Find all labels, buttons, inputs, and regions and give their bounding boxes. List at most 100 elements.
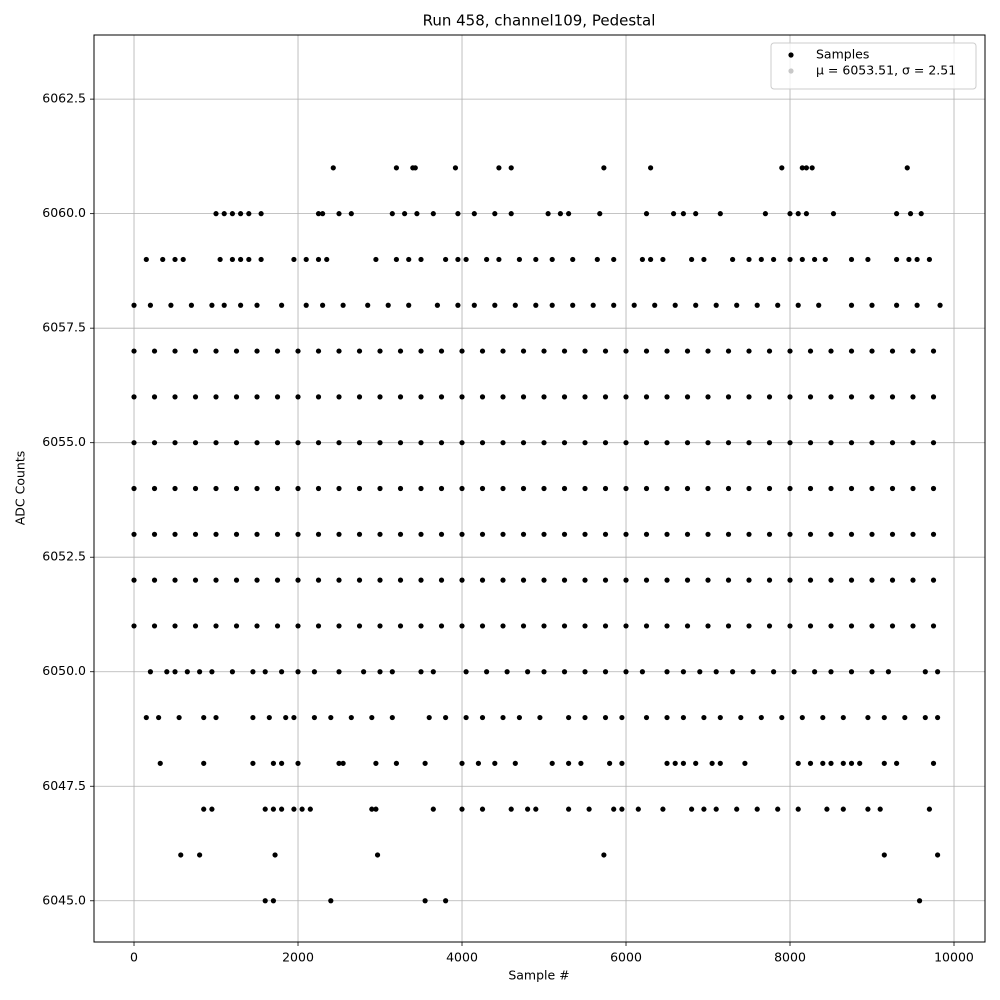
data-point — [730, 256, 736, 263]
data-point — [311, 669, 318, 675]
data-point — [258, 256, 264, 263]
data-point — [643, 531, 650, 537]
data-point — [840, 806, 846, 812]
data-point — [274, 577, 281, 583]
data-point — [670, 211, 677, 217]
data-point — [894, 302, 900, 308]
data-point — [623, 531, 629, 537]
x-tick-label: 0 — [130, 950, 138, 965]
data-point — [582, 485, 588, 492]
data-point — [192, 531, 199, 537]
data-point — [438, 485, 445, 492]
data-point — [779, 714, 785, 721]
data-point — [910, 577, 916, 583]
data-point — [315, 485, 322, 492]
data-point — [746, 485, 752, 492]
data-point — [463, 714, 469, 721]
data-point — [250, 669, 256, 675]
data-point — [500, 714, 506, 721]
data-point — [701, 806, 707, 812]
data-point — [279, 760, 285, 766]
data-point — [922, 714, 928, 721]
data-point — [418, 669, 424, 675]
data-point — [705, 623, 711, 629]
data-point — [746, 623, 752, 629]
data-point — [828, 440, 834, 446]
data-point — [717, 760, 723, 766]
data-point — [693, 760, 699, 766]
data-point — [151, 485, 158, 492]
data-point — [848, 394, 855, 400]
data-point — [213, 348, 219, 354]
data-point — [178, 852, 184, 858]
data-point — [307, 806, 313, 812]
data-point — [930, 531, 937, 537]
data-point — [295, 440, 301, 446]
data-point — [930, 485, 937, 492]
data-point — [525, 806, 531, 812]
data-point — [701, 714, 707, 721]
data-point — [377, 394, 383, 400]
data-point — [197, 669, 203, 675]
data-point — [561, 531, 568, 537]
data-point — [725, 577, 732, 583]
data-point — [418, 531, 424, 537]
data-point — [869, 623, 875, 629]
data-point — [172, 577, 178, 583]
data-point — [824, 806, 830, 812]
data-point — [500, 440, 506, 446]
data-point — [607, 760, 613, 766]
data-point — [601, 852, 607, 858]
data-point — [799, 714, 805, 721]
data-point — [672, 302, 678, 308]
data-point — [266, 714, 272, 721]
data-point — [602, 623, 609, 629]
data-point — [377, 485, 383, 492]
data-point — [254, 577, 260, 583]
data-point — [725, 348, 732, 354]
data-point — [910, 531, 916, 537]
y-tick-label: 6047.5 — [42, 778, 86, 793]
data-point — [254, 623, 260, 629]
data-point — [848, 760, 855, 766]
data-point — [131, 302, 137, 308]
data-point — [180, 256, 186, 263]
data-point — [705, 394, 711, 400]
data-point — [881, 760, 887, 766]
data-point — [935, 852, 941, 858]
data-point — [566, 806, 572, 812]
data-point — [533, 302, 539, 308]
data-point — [270, 760, 277, 766]
data-point — [229, 211, 236, 217]
data-point — [295, 531, 301, 537]
data-point — [602, 531, 609, 537]
y-tick-label: 6057.5 — [42, 320, 86, 335]
data-point — [348, 714, 354, 721]
data-point — [812, 669, 818, 675]
y-tick-label: 6062.5 — [42, 91, 86, 106]
data-point — [713, 669, 719, 675]
data-point — [295, 623, 301, 629]
data-point — [160, 256, 166, 263]
data-point — [549, 760, 555, 766]
data-point — [664, 440, 670, 446]
data-point — [471, 211, 477, 217]
data-point — [213, 623, 219, 629]
data-point — [254, 394, 260, 400]
data-point — [262, 669, 268, 675]
data-point — [705, 531, 711, 537]
data-point — [795, 806, 801, 812]
data-point — [455, 302, 461, 308]
data-point — [291, 256, 297, 263]
data-point — [192, 577, 199, 583]
data-point — [459, 577, 465, 583]
data-point — [520, 531, 527, 537]
data-point — [340, 302, 346, 308]
data-point — [828, 760, 834, 766]
data-point — [807, 623, 814, 629]
data-point — [213, 485, 219, 492]
data-point — [869, 440, 875, 446]
data-point — [336, 623, 342, 629]
data-point — [746, 531, 752, 537]
